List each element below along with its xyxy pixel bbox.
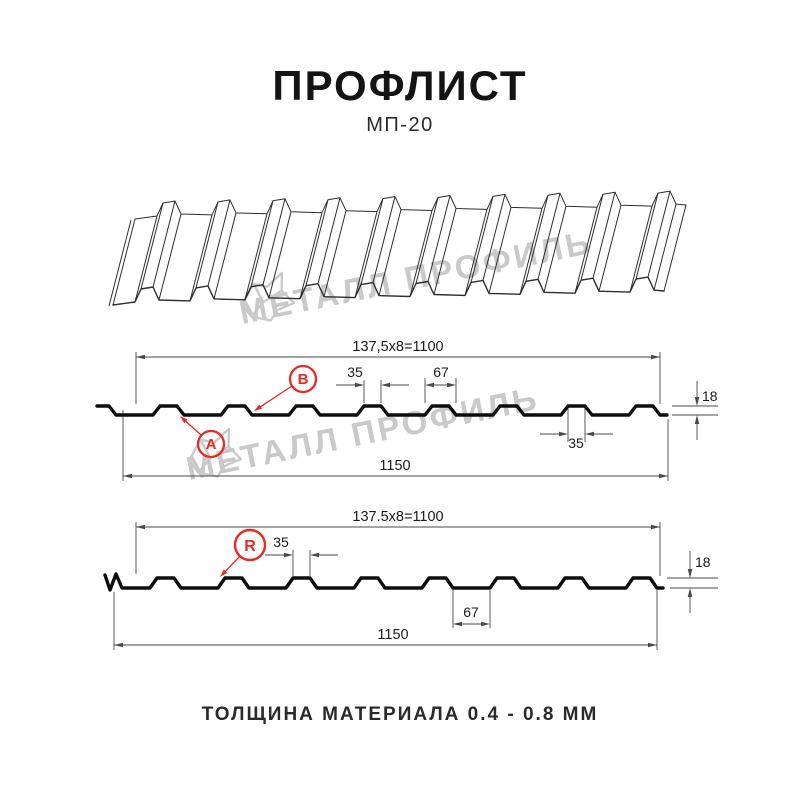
front-dimension-lines: [122, 352, 718, 481]
page-subtitle: МП-20: [366, 114, 434, 136]
front-label-arrows: [180, 385, 293, 436]
page-title: ПРОФЛИСТ: [272, 62, 528, 109]
dim-height: 18: [702, 388, 718, 404]
sheet-3d-geometry: [108, 190, 687, 307]
dim-full-width: 1150: [377, 627, 408, 643]
material-thickness-note: ТОЛЩИНА МАТЕРИАЛА 0.4 - 0.8 ММ: [201, 704, 599, 725]
cross-section-reverse: 137.5x8=1100 35 67 18 1150 R: [103, 509, 718, 650]
dim-height: 18: [695, 554, 711, 570]
reverse-profile-outline: [103, 572, 665, 592]
label-a-circle: [196, 429, 226, 459]
label-r-circle: [233, 528, 267, 562]
reverse-label-arrows: [220, 555, 241, 577]
dim-pitch-total: 137,5x8=1100: [352, 339, 443, 355]
sheet-3d-illustration: [108, 190, 687, 307]
reverse-dimension-lines: [113, 522, 718, 650]
dim-pitch-total: 137.5x8=1100: [352, 509, 443, 525]
label-b: B: [298, 371, 309, 388]
label-a: A: [206, 436, 217, 453]
dim-valley-width: 67: [463, 604, 479, 620]
dim-crest-top: 35: [273, 534, 289, 550]
front-profile-outline: [95, 404, 669, 417]
dim-rib-bottom: 35: [568, 435, 584, 451]
dim-full-width: 1150: [379, 458, 410, 474]
dim-rib-base: 67: [433, 364, 449, 380]
label-r: R: [244, 538, 256, 555]
label-b-circle: [288, 364, 318, 394]
dim-crest-top: 35: [347, 364, 363, 380]
cross-section-front: 137,5x8=1100 35 67 35 18 1150 A B: [95, 339, 718, 481]
